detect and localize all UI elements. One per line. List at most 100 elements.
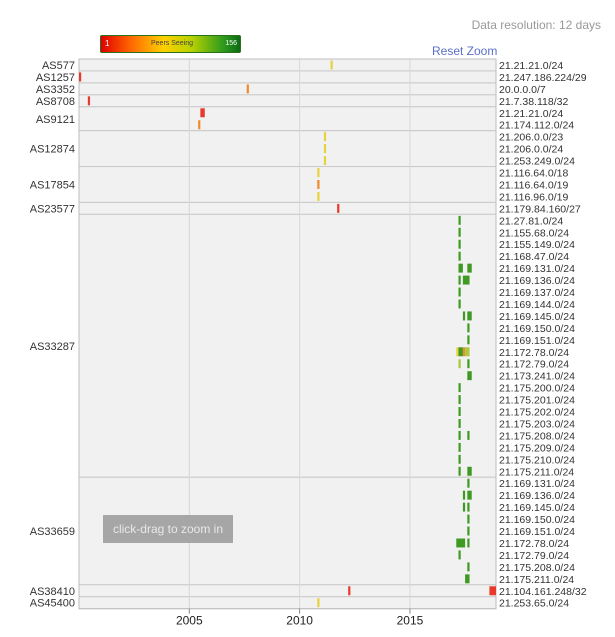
- x-tick-label: 2005: [176, 614, 203, 628]
- data-segment: [458, 239, 461, 249]
- prefix-label: 21.155.149.0/24: [499, 239, 575, 251]
- data-segment: [458, 359, 461, 369]
- data-segment: [198, 120, 201, 130]
- data-segment: [489, 586, 496, 596]
- data-segment: [467, 478, 470, 488]
- asn-label: AS577: [42, 60, 75, 72]
- prefix-label: 21.116.96.0/19: [499, 191, 568, 203]
- prefix-label: 21.175.208.0/24: [499, 562, 575, 574]
- prefix-label: 21.168.47.0/24: [499, 251, 569, 263]
- data-segment: [467, 311, 472, 321]
- data-segment: [246, 84, 249, 94]
- group-band-AS3352: [78, 82, 497, 96]
- data-resolution-label: Data resolution: 12 days: [471, 18, 601, 32]
- data-segment: [348, 586, 351, 596]
- group-band-AS8708: [78, 94, 497, 108]
- prefix-label: 21.175.211.0/24: [499, 574, 574, 586]
- color-scale-legend: 1 Peers Seeing 156: [100, 35, 241, 53]
- data-segment: [317, 180, 320, 189]
- data-segment: [467, 502, 470, 512]
- prefix-label: 21.175.211.0/24: [499, 466, 574, 478]
- reset-zoom-button[interactable]: Reset Zoom: [432, 44, 498, 58]
- prefix-label: 21.169.131.0/24: [499, 478, 575, 490]
- zoom-hint-box: click-drag to zoom in: [103, 515, 233, 543]
- group-band-AS1257: [78, 70, 497, 84]
- data-segment: [337, 203, 340, 213]
- data-segment: [458, 454, 461, 464]
- data-segment: [462, 347, 466, 357]
- prefix-label: 21.21.21.0/24: [499, 60, 563, 72]
- data-segment: [458, 407, 461, 416]
- prefix-label: 21.172.79.0/24: [499, 359, 569, 371]
- asn-label: AS9121: [36, 114, 75, 126]
- data-segment: [458, 550, 461, 560]
- data-segment: [467, 514, 470, 524]
- group-band-AS45400: [78, 596, 497, 610]
- asn-label: AS3352: [36, 84, 75, 96]
- group-band-AS12874: [78, 130, 497, 168]
- asn-label: AS1257: [36, 72, 75, 84]
- legend-max-label: 156: [225, 40, 237, 47]
- prefix-label: 21.169.150.0/24: [499, 514, 575, 526]
- group-band-AS577: [78, 58, 497, 72]
- asn-label: AS12874: [30, 144, 75, 156]
- asn-label: AS38410: [30, 586, 75, 598]
- prefix-label: 21.175.208.0/24: [499, 430, 575, 442]
- data-segment: [467, 371, 472, 381]
- prefix-label: 21.175.200.0/24: [499, 383, 575, 395]
- data-segment: [467, 335, 470, 345]
- prefix-label: 21.175.209.0/24: [499, 442, 575, 454]
- data-segment: [458, 383, 461, 393]
- prefix-label: 21.172.78.0/24: [499, 347, 569, 359]
- data-segment: [458, 466, 461, 476]
- data-segment: [317, 191, 320, 201]
- prefix-label: 21.7.38.118/32: [499, 96, 568, 108]
- data-segment: [458, 275, 461, 285]
- data-segment: [465, 574, 470, 584]
- data-segment: [458, 395, 461, 405]
- group-band-AS17854: [78, 166, 497, 203]
- prefix-label: 21.169.144.0/24: [499, 299, 575, 311]
- data-segment: [456, 538, 466, 548]
- data-segment: [323, 156, 327, 166]
- prefix-label: 21.172.79.0/24: [499, 550, 569, 562]
- data-segment: [462, 311, 466, 321]
- data-segment: [458, 287, 461, 297]
- prefix-label: 21.155.68.0/24: [499, 227, 569, 239]
- prefix-label: 21.175.202.0/24: [499, 407, 575, 419]
- data-segment: [467, 323, 470, 333]
- prefix-label: 21.169.136.0/24: [499, 490, 575, 502]
- prefix-label: 21.169.137.0/24: [499, 287, 575, 299]
- data-segment: [458, 347, 463, 357]
- prefix-label: 21.175.203.0/24: [499, 418, 575, 430]
- prefix-label: 21.172.78.0/24: [499, 538, 569, 550]
- x-tick-label: 2010: [286, 614, 313, 628]
- data-segment: [458, 263, 463, 273]
- asn-label: AS33659: [30, 526, 75, 538]
- group-band-AS33287: [78, 213, 497, 478]
- data-segment: [458, 430, 461, 440]
- x-tick-label: 2015: [397, 614, 424, 628]
- data-segment: [458, 442, 461, 452]
- prefix-label: 21.169.150.0/24: [499, 323, 575, 335]
- prefix-label: 20.0.0.0/7: [499, 84, 546, 96]
- data-segment: [467, 466, 472, 476]
- group-band-AS38410: [78, 584, 497, 598]
- prefix-label: 21.169.145.0/24: [499, 502, 575, 514]
- data-segment: [458, 299, 461, 309]
- data-segment: [465, 347, 470, 357]
- prefix-label: 21.104.161.248/32: [499, 586, 587, 598]
- prefix-label: 21.253.249.0/24: [499, 156, 575, 168]
- prefix-label: 21.206.0.0/23: [499, 132, 563, 144]
- data-segment: [462, 490, 466, 500]
- data-segment: [323, 144, 327, 154]
- legend-min-label: 1: [105, 39, 110, 48]
- data-segment: [317, 168, 320, 177]
- asn-label: AS45400: [30, 598, 75, 610]
- prefix-label: 21.169.151.0/24: [499, 335, 575, 347]
- data-segment: [456, 347, 459, 357]
- data-segment: [458, 215, 461, 225]
- prefix-label: 21.27.81.0/24: [499, 215, 563, 227]
- prefix-label: 21.247.186.224/29: [499, 72, 587, 84]
